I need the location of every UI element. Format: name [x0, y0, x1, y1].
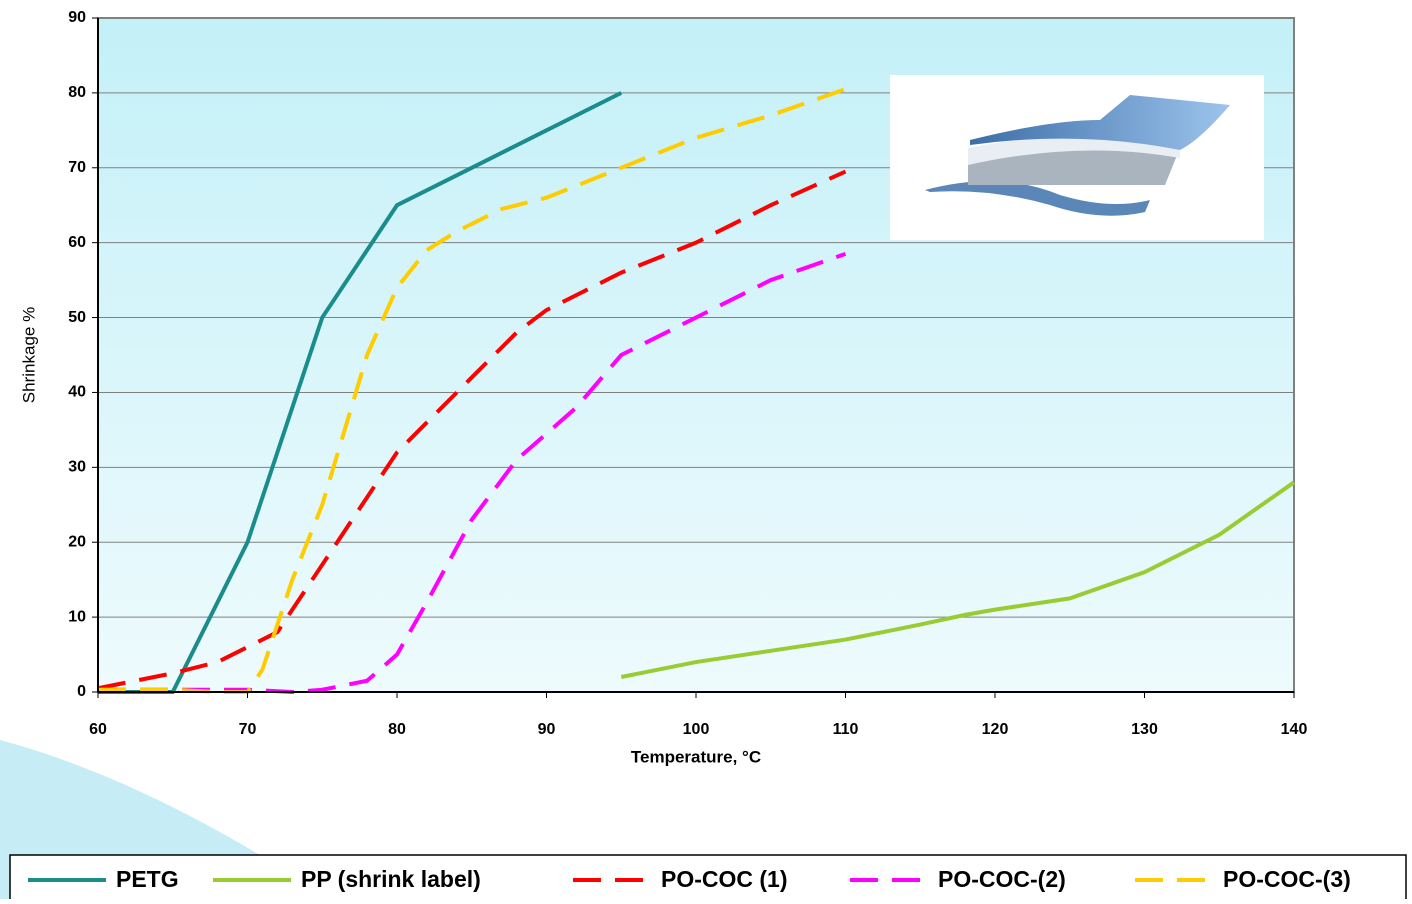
y-tick-label: 10: [68, 608, 86, 625]
legend-label: PP (shrink label): [301, 866, 481, 892]
chart: Shrinkage % Temperature, °C 0 10 20 30 40 50 6…: [0, 0, 1412, 899]
x-tick-label: 60: [89, 721, 107, 738]
legend-label: PO-COC-(3): [1223, 866, 1351, 892]
y-tick-label: 90: [68, 9, 86, 26]
y-tick-label: 20: [68, 533, 86, 550]
y-tick-label: 0: [77, 683, 86, 700]
x-tick-label: 120: [982, 721, 1009, 738]
y-tick-label: 40: [68, 384, 86, 401]
x-axis-title: Temperature, °C: [631, 747, 761, 766]
inset-image: [890, 75, 1264, 240]
legend-label: PO-COC-(2): [938, 866, 1066, 892]
x-tick-label: 100: [683, 721, 710, 738]
x-tick-label: 90: [538, 721, 556, 738]
page: {"chart_data": {"type": "line", "x_label…: [0, 0, 1412, 899]
legend-label: PETG: [116, 866, 179, 892]
x-tick-label: 70: [239, 721, 257, 738]
y-axis-title: Shrinkage %: [19, 307, 38, 403]
y-tick-label: 60: [68, 234, 86, 251]
x-tick-label: 140: [1281, 721, 1308, 738]
y-tick-label: 70: [68, 159, 86, 176]
y-tick-label: 30: [68, 459, 86, 476]
legend-label: PO-COC (1): [661, 866, 788, 892]
x-tick-label: 130: [1131, 721, 1158, 738]
y-tick-label: 50: [68, 309, 86, 326]
y-tick-label: 80: [68, 84, 86, 101]
x-tick-label: 80: [388, 721, 406, 738]
x-tick-label: 110: [833, 721, 859, 738]
